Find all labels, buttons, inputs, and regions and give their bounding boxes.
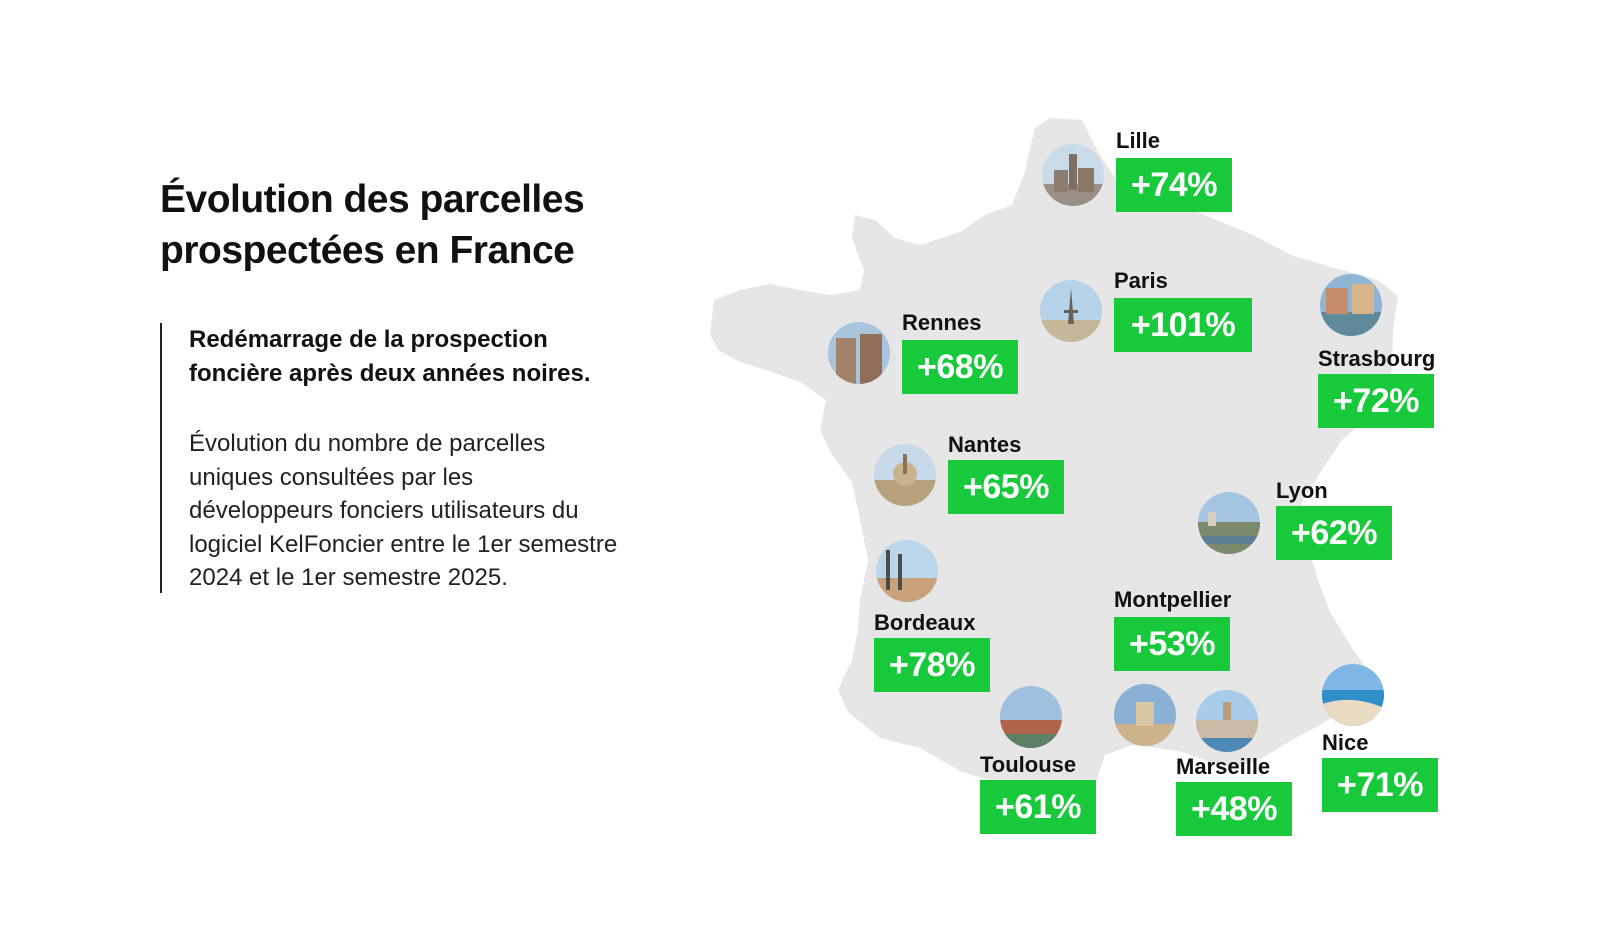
city-label-paris: Paris bbox=[1114, 268, 1168, 293]
city-label-bordeaux: Bordeaux bbox=[874, 610, 976, 635]
city-value-lille: +74% bbox=[1116, 158, 1232, 212]
city-photo-nice bbox=[1322, 664, 1384, 726]
city-value-nantes: +65% bbox=[948, 460, 1064, 514]
city-value-montpellier: +53% bbox=[1114, 617, 1230, 671]
city-photo-lyon bbox=[1198, 492, 1260, 554]
description-line: 2024 et le 1er semestre 2025. bbox=[189, 564, 508, 591]
city-label-strasbourg: Strasbourg bbox=[1318, 346, 1436, 371]
city-photo-lille bbox=[1042, 144, 1104, 206]
city-photo-strasbourg bbox=[1320, 274, 1382, 336]
city-value-nice: +71% bbox=[1322, 758, 1438, 812]
description-line: Évolution du nombre de parcelles bbox=[189, 430, 546, 457]
description-line: logiciel KelFoncier entre le 1er semestr… bbox=[189, 530, 618, 558]
lead-line: Redémarrage de la prospection bbox=[189, 326, 548, 353]
city-label-nice: Nice bbox=[1322, 730, 1369, 755]
summary-block: Redémarrage de la prospection foncière a… bbox=[160, 323, 660, 593]
city-value-toulouse: +61% bbox=[980, 780, 1096, 834]
city-photo-bordeaux bbox=[876, 540, 938, 602]
description-line: uniques consultées par les bbox=[189, 463, 474, 491]
city-photo-marseille bbox=[1196, 690, 1258, 752]
title-line: prospectées en France bbox=[160, 229, 575, 272]
city-label-lille: Lille bbox=[1116, 128, 1161, 153]
city-value-marseille: +48% bbox=[1176, 782, 1292, 836]
description-line: développeurs fonciers utilisateurs du bbox=[189, 497, 579, 524]
page-title: Évolution des parcelles prospectées en F… bbox=[160, 174, 680, 276]
city-label-marseille: Marseille bbox=[1176, 754, 1271, 779]
city-photo-montpellier bbox=[1114, 684, 1176, 746]
city-photo-rennes bbox=[828, 322, 890, 384]
city-value-lyon: +62% bbox=[1276, 506, 1392, 560]
lead-line: foncière après deux années noires. bbox=[189, 360, 591, 387]
city-label-toulouse: Toulouse bbox=[980, 752, 1077, 777]
city-label-montpellier: Montpellier bbox=[1114, 587, 1232, 612]
city-label-rennes: Rennes bbox=[902, 310, 982, 335]
city-photo-paris bbox=[1040, 280, 1102, 342]
city-value-paris: +101% bbox=[1114, 298, 1252, 352]
description-text: Évolution du nombre de parcelles uniques… bbox=[189, 427, 660, 595]
lead-text: Redémarrage de la prospection foncière a… bbox=[189, 323, 660, 391]
city-label-lyon: Lyon bbox=[1276, 478, 1328, 503]
city-photo-nantes bbox=[874, 444, 936, 506]
city-value-strasbourg: +72% bbox=[1318, 374, 1434, 428]
city-value-rennes: +68% bbox=[902, 340, 1018, 394]
city-label-nantes: Nantes bbox=[948, 432, 1022, 457]
city-photo-toulouse bbox=[1000, 686, 1062, 748]
title-line: Évolution des parcelles bbox=[160, 178, 585, 221]
city-value-bordeaux: +78% bbox=[874, 638, 990, 692]
